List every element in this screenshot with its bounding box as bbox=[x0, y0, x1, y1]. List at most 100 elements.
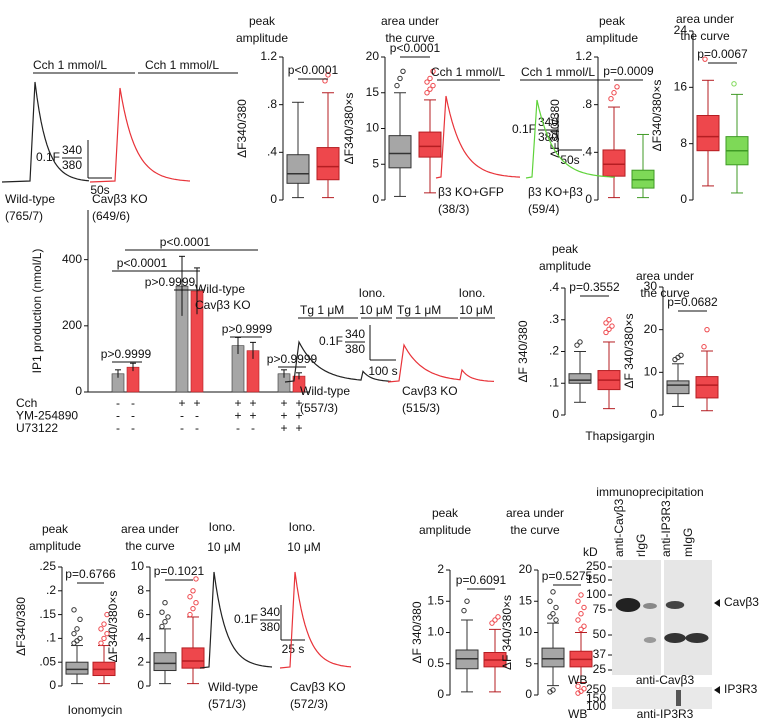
outlier bbox=[190, 605, 196, 612]
mw-label: 250 bbox=[586, 559, 606, 573]
scale-label: 0.1F bbox=[36, 150, 60, 164]
outlier bbox=[101, 635, 107, 642]
outlier bbox=[187, 611, 193, 618]
outlier bbox=[424, 90, 430, 96]
p-value: p=0.5275 bbox=[542, 569, 593, 583]
box bbox=[286, 154, 310, 184]
y-tick-label: 8 bbox=[680, 136, 687, 150]
scale-label: 0.1F bbox=[234, 612, 258, 626]
calcium-trace bbox=[1, 81, 90, 183]
y-tick-label: 1.5 bbox=[427, 593, 444, 607]
y-axis-label: ΔF 340/380×s bbox=[500, 595, 514, 670]
stimulus-label: Cch 1 mmol/L bbox=[431, 65, 505, 79]
y-axis-label: ΔF340/380 bbox=[235, 99, 249, 158]
y-tick-label: 0.5 bbox=[427, 656, 444, 670]
stimulus-label: Iono. bbox=[289, 520, 316, 534]
group-label: Wild-type bbox=[5, 192, 55, 206]
scale-ratio: 340 bbox=[62, 143, 82, 157]
group-count: (571/3) bbox=[208, 697, 246, 711]
box bbox=[181, 647, 205, 669]
chart-title: the curve bbox=[510, 523, 560, 537]
lane-label: rIgG bbox=[634, 534, 648, 557]
chart-title: area under bbox=[506, 506, 564, 520]
chart-title: the curve bbox=[680, 29, 730, 43]
outlier bbox=[77, 635, 83, 642]
legend-label: Wild-type bbox=[195, 282, 245, 296]
y-tick-label: 20 bbox=[519, 562, 533, 576]
p-value: p=0.3552 bbox=[569, 280, 620, 294]
mw-label: 150 bbox=[586, 572, 606, 586]
lane-label: mIgG bbox=[681, 528, 695, 557]
chart-title: area under bbox=[636, 269, 694, 283]
outlier bbox=[550, 589, 556, 595]
outlier bbox=[193, 600, 199, 606]
y-tick-label: 0 bbox=[372, 192, 379, 206]
condition-mark: + bbox=[193, 396, 200, 410]
outlier bbox=[159, 623, 165, 630]
chart-title: peak bbox=[249, 14, 276, 28]
box bbox=[696, 115, 720, 152]
calcium-trace bbox=[435, 95, 521, 179]
y-tick-label: 5 bbox=[525, 656, 532, 670]
outlier bbox=[430, 68, 436, 75]
y-tick-label: 4 bbox=[137, 631, 144, 645]
chart-title: the curve bbox=[385, 31, 435, 45]
outlier bbox=[550, 611, 556, 617]
outlier bbox=[71, 630, 77, 637]
x-axis-label: Thapsigargin bbox=[585, 429, 654, 443]
y-tick-label: 0 bbox=[552, 407, 559, 421]
p-value: p=0.0682 bbox=[667, 295, 718, 309]
mw-label: 250 bbox=[586, 682, 606, 696]
p-value: p<0.0001 bbox=[117, 256, 168, 270]
outlier bbox=[609, 323, 615, 329]
chart-title: the curve bbox=[640, 286, 690, 300]
y-tick-label: 30 bbox=[644, 279, 658, 293]
scale-label: 50s bbox=[90, 183, 109, 197]
condition-mark: + bbox=[234, 409, 241, 423]
scale-ratio: 340 bbox=[260, 605, 280, 619]
outlier bbox=[608, 96, 614, 102]
y-axis-label: ΔF340/380×s bbox=[106, 591, 120, 663]
outlier bbox=[553, 604, 559, 611]
group-label: β3 KO+GFP bbox=[438, 185, 504, 199]
y-axis-label: ΔF 340/380×s bbox=[622, 313, 636, 388]
outlier bbox=[578, 611, 584, 617]
p-value: p=0.6091 bbox=[456, 573, 507, 587]
outlier bbox=[424, 79, 430, 85]
y-tick-label: 16 bbox=[674, 80, 688, 94]
outlier bbox=[193, 576, 199, 582]
y-tick-label: 20 bbox=[644, 322, 658, 336]
chart-title: amplitude bbox=[586, 31, 638, 45]
y-tick-label: 0 bbox=[75, 384, 82, 398]
outlier bbox=[187, 594, 193, 600]
group-label: Wild-type bbox=[300, 384, 350, 398]
y-tick-label: .1 bbox=[46, 631, 56, 645]
scale-ratio: 380 bbox=[345, 342, 365, 356]
chart-title: amplitude bbox=[539, 259, 591, 273]
y-tick-label: 10 bbox=[519, 625, 533, 639]
stimulus-label: Tg 1 μM bbox=[397, 303, 441, 317]
outlier bbox=[731, 81, 737, 87]
y-tick-label: .15 bbox=[39, 607, 56, 621]
group-label: Wild-type bbox=[208, 680, 258, 694]
p-value: p>0.9999 bbox=[101, 347, 152, 361]
y-tick-label: 0 bbox=[137, 678, 144, 692]
condition-mark: - bbox=[131, 409, 135, 423]
outlier bbox=[574, 342, 580, 348]
box bbox=[666, 380, 690, 395]
box bbox=[602, 149, 626, 177]
wb-label: WB bbox=[568, 707, 587, 721]
blot-band bbox=[665, 601, 685, 609]
outlier bbox=[704, 326, 710, 333]
chart-title: peak bbox=[42, 522, 69, 536]
outlier bbox=[159, 609, 165, 615]
y-axis-label: ΔF340/380 bbox=[14, 597, 28, 656]
band-label: IP3R3 bbox=[724, 682, 758, 696]
outlier bbox=[547, 614, 553, 620]
calcium-trace bbox=[387, 343, 495, 383]
outlier bbox=[98, 640, 104, 646]
group-count: (515/3) bbox=[402, 401, 440, 415]
scale-ratio: 380 bbox=[260, 620, 280, 634]
calcium-trace bbox=[525, 99, 616, 179]
